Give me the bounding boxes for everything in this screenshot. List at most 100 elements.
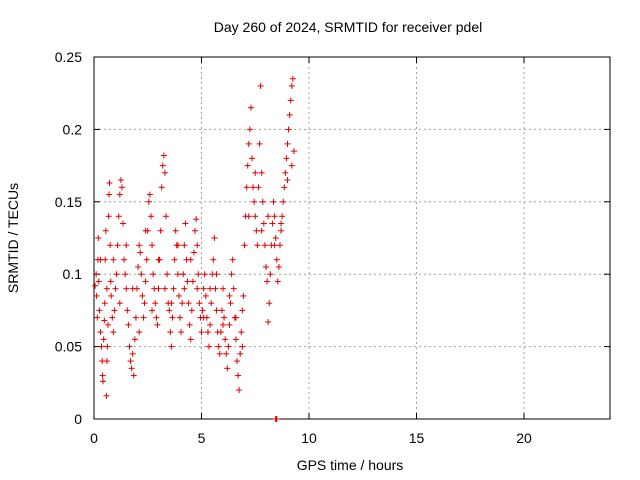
data-point [274, 278, 281, 285]
data-point [168, 300, 175, 307]
data-point [246, 126, 253, 133]
data-point [284, 177, 291, 184]
data-point [182, 220, 189, 227]
data-point [152, 300, 159, 307]
data-point [239, 307, 246, 314]
data-point [271, 213, 278, 220]
data-point [220, 285, 226, 292]
data-point [265, 318, 272, 325]
data-point [185, 300, 192, 307]
data-point [97, 256, 104, 263]
data-point [288, 162, 295, 169]
data-point [158, 184, 165, 191]
data-point [237, 350, 244, 357]
data-point [254, 242, 261, 249]
data-point [142, 227, 149, 234]
data-point [230, 285, 237, 292]
data-point [281, 184, 288, 191]
data-point [121, 256, 128, 263]
y-tick-label: 0.1 [63, 266, 83, 282]
data-point [290, 148, 297, 155]
data-point [186, 321, 193, 328]
data-point [275, 263, 282, 270]
data-point [137, 249, 144, 256]
data-point [107, 278, 114, 285]
data-point [153, 314, 160, 321]
data-point [168, 343, 175, 350]
data-point [260, 220, 267, 227]
data-point [171, 256, 178, 263]
data-point [239, 343, 246, 350]
x-axis-label: GPS time / hours [297, 457, 404, 473]
data-point [207, 285, 214, 292]
data-point [284, 140, 291, 147]
data-point [273, 416, 280, 422]
data-point [253, 227, 260, 234]
data-point [193, 216, 200, 223]
data-point [145, 198, 152, 205]
data-point [267, 271, 274, 278]
data-point [179, 300, 186, 307]
data-point [108, 292, 115, 299]
data-point [174, 271, 181, 278]
data-point [187, 336, 194, 343]
data-point [245, 213, 252, 220]
data-point [286, 111, 293, 118]
data-point [282, 169, 289, 176]
data-point [202, 292, 209, 299]
data-point [261, 242, 268, 249]
data-point [172, 227, 179, 234]
data-point [200, 285, 207, 292]
data-point [95, 278, 102, 285]
data-point [149, 242, 156, 249]
data-point [136, 242, 143, 249]
data-point [98, 343, 105, 350]
data-point [122, 271, 129, 278]
data-point [150, 271, 157, 278]
data-point [249, 155, 256, 162]
data-point [106, 179, 113, 186]
data-point [169, 314, 176, 321]
data-point [256, 140, 263, 147]
data-point [265, 213, 272, 220]
data-point [142, 278, 149, 285]
data-point [266, 300, 273, 307]
data-point [101, 317, 108, 324]
data-point [129, 285, 136, 292]
data-point [235, 372, 242, 379]
data-point [206, 343, 213, 350]
data-point [155, 256, 162, 263]
data-point [217, 329, 224, 336]
data-point [241, 242, 248, 249]
data-point [238, 329, 245, 336]
plot-frame [93, 56, 611, 420]
data-point [223, 350, 230, 357]
data-point [159, 162, 166, 169]
data-point [111, 307, 118, 314]
data-point [181, 242, 188, 249]
data-point [207, 321, 214, 328]
data-point [194, 242, 201, 249]
tick-labels: 0 5 10 15 20 0 0.05 0.1 0.15 0.2 0.25 [55, 49, 532, 446]
data-point [198, 329, 205, 336]
data-point [118, 184, 125, 191]
data-point [276, 242, 283, 249]
data-point [243, 184, 250, 191]
data-point [155, 285, 162, 292]
data-point [208, 300, 215, 307]
data-point [226, 292, 233, 299]
data-point [174, 242, 181, 249]
data-point [92, 282, 99, 289]
data-point [132, 314, 139, 321]
x-tick-label: 0 [90, 430, 98, 446]
data-point [252, 169, 259, 176]
data-point [136, 329, 143, 336]
data-point [161, 169, 168, 176]
x-tick-label: 10 [301, 430, 317, 446]
data-point [213, 271, 220, 278]
y-tick-label: 0.05 [55, 339, 82, 355]
y-tick-label: 0.25 [55, 49, 82, 65]
data-point [109, 314, 116, 321]
data-point [103, 285, 110, 292]
data-point [139, 292, 146, 299]
